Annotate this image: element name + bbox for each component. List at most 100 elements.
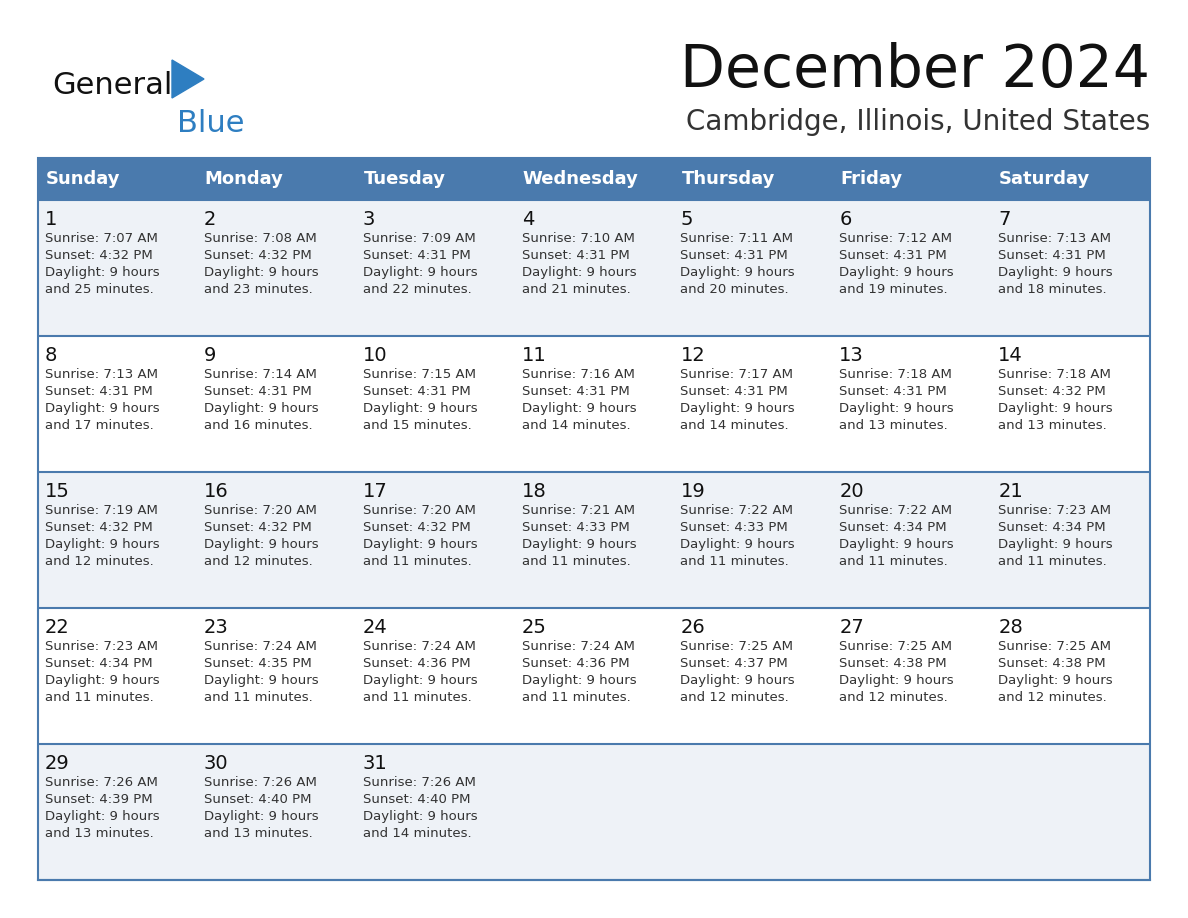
- Text: Sunset: 4:38 PM: Sunset: 4:38 PM: [998, 657, 1106, 670]
- Text: 15: 15: [45, 482, 70, 501]
- Text: Blue: Blue: [177, 108, 245, 138]
- Bar: [991, 158, 1150, 200]
- Text: Sunday: Sunday: [46, 170, 120, 188]
- Text: Daylight: 9 hours: Daylight: 9 hours: [362, 810, 478, 823]
- Text: Sunrise: 7:08 AM: Sunrise: 7:08 AM: [204, 232, 317, 245]
- Text: 11: 11: [522, 346, 546, 365]
- Bar: [355, 158, 514, 200]
- Bar: [674, 336, 833, 472]
- Bar: [514, 336, 674, 472]
- Text: Sunrise: 7:26 AM: Sunrise: 7:26 AM: [204, 776, 317, 789]
- Text: Daylight: 9 hours: Daylight: 9 hours: [45, 674, 159, 687]
- Text: 17: 17: [362, 482, 387, 501]
- Bar: [355, 744, 514, 880]
- Text: Sunset: 4:32 PM: Sunset: 4:32 PM: [998, 385, 1106, 398]
- Text: Sunrise: 7:22 AM: Sunrise: 7:22 AM: [839, 504, 953, 517]
- Bar: [38, 158, 197, 200]
- Bar: [514, 158, 674, 200]
- Text: Sunrise: 7:24 AM: Sunrise: 7:24 AM: [204, 640, 317, 653]
- Text: Daylight: 9 hours: Daylight: 9 hours: [362, 266, 478, 279]
- Text: Friday: Friday: [840, 170, 903, 188]
- Text: Sunrise: 7:10 AM: Sunrise: 7:10 AM: [522, 232, 634, 245]
- Text: Sunset: 4:33 PM: Sunset: 4:33 PM: [522, 521, 630, 534]
- Text: Sunrise: 7:25 AM: Sunrise: 7:25 AM: [839, 640, 953, 653]
- Text: Sunset: 4:31 PM: Sunset: 4:31 PM: [998, 249, 1106, 262]
- Text: Sunrise: 7:07 AM: Sunrise: 7:07 AM: [45, 232, 158, 245]
- Text: 27: 27: [839, 618, 864, 637]
- Text: Daylight: 9 hours: Daylight: 9 hours: [522, 266, 637, 279]
- Bar: [674, 608, 833, 744]
- Text: Sunrise: 7:19 AM: Sunrise: 7:19 AM: [45, 504, 158, 517]
- Text: Daylight: 9 hours: Daylight: 9 hours: [522, 538, 637, 551]
- Text: and 23 minutes.: and 23 minutes.: [204, 283, 312, 296]
- Text: and 12 minutes.: and 12 minutes.: [204, 555, 312, 568]
- Text: Sunset: 4:36 PM: Sunset: 4:36 PM: [522, 657, 630, 670]
- Text: and 14 minutes.: and 14 minutes.: [522, 419, 630, 432]
- Text: and 22 minutes.: and 22 minutes.: [362, 283, 472, 296]
- Text: Sunrise: 7:17 AM: Sunrise: 7:17 AM: [681, 368, 794, 381]
- Bar: [38, 608, 197, 744]
- Text: and 12 minutes.: and 12 minutes.: [839, 691, 948, 704]
- Text: 9: 9: [204, 346, 216, 365]
- Bar: [833, 158, 991, 200]
- Text: and 12 minutes.: and 12 minutes.: [681, 691, 789, 704]
- Text: Sunset: 4:32 PM: Sunset: 4:32 PM: [45, 249, 153, 262]
- Text: Daylight: 9 hours: Daylight: 9 hours: [45, 266, 159, 279]
- Text: December 2024: December 2024: [680, 42, 1150, 99]
- Text: Sunrise: 7:14 AM: Sunrise: 7:14 AM: [204, 368, 317, 381]
- Text: and 20 minutes.: and 20 minutes.: [681, 283, 789, 296]
- Text: Daylight: 9 hours: Daylight: 9 hours: [998, 402, 1113, 415]
- Text: Sunrise: 7:18 AM: Sunrise: 7:18 AM: [998, 368, 1111, 381]
- Text: 24: 24: [362, 618, 387, 637]
- Text: and 12 minutes.: and 12 minutes.: [45, 555, 153, 568]
- Bar: [355, 200, 514, 336]
- Text: Daylight: 9 hours: Daylight: 9 hours: [45, 810, 159, 823]
- Text: Sunset: 4:31 PM: Sunset: 4:31 PM: [45, 385, 153, 398]
- Text: Sunset: 4:32 PM: Sunset: 4:32 PM: [204, 521, 311, 534]
- Text: and 14 minutes.: and 14 minutes.: [681, 419, 789, 432]
- Bar: [514, 744, 674, 880]
- Text: 4: 4: [522, 210, 533, 229]
- Text: Thursday: Thursday: [682, 170, 775, 188]
- Text: Daylight: 9 hours: Daylight: 9 hours: [362, 538, 478, 551]
- Text: Sunset: 4:32 PM: Sunset: 4:32 PM: [45, 521, 153, 534]
- Text: Sunrise: 7:15 AM: Sunrise: 7:15 AM: [362, 368, 475, 381]
- Text: Daylight: 9 hours: Daylight: 9 hours: [839, 402, 954, 415]
- Bar: [674, 200, 833, 336]
- Bar: [355, 472, 514, 608]
- Bar: [674, 158, 833, 200]
- Text: Sunrise: 7:11 AM: Sunrise: 7:11 AM: [681, 232, 794, 245]
- Text: and 13 minutes.: and 13 minutes.: [998, 419, 1107, 432]
- Text: Daylight: 9 hours: Daylight: 9 hours: [204, 266, 318, 279]
- Text: Wednesday: Wednesday: [523, 170, 638, 188]
- Text: 26: 26: [681, 618, 706, 637]
- Text: Sunrise: 7:18 AM: Sunrise: 7:18 AM: [839, 368, 952, 381]
- Text: Daylight: 9 hours: Daylight: 9 hours: [362, 674, 478, 687]
- Text: Saturday: Saturday: [999, 170, 1091, 188]
- Text: Daylight: 9 hours: Daylight: 9 hours: [839, 538, 954, 551]
- Text: 3: 3: [362, 210, 375, 229]
- Text: and 13 minutes.: and 13 minutes.: [839, 419, 948, 432]
- Text: 22: 22: [45, 618, 70, 637]
- Text: Sunrise: 7:20 AM: Sunrise: 7:20 AM: [362, 504, 475, 517]
- Bar: [38, 744, 197, 880]
- Bar: [833, 744, 991, 880]
- Text: Sunset: 4:35 PM: Sunset: 4:35 PM: [204, 657, 311, 670]
- Text: and 16 minutes.: and 16 minutes.: [204, 419, 312, 432]
- Bar: [514, 472, 674, 608]
- Bar: [514, 200, 674, 336]
- Text: 13: 13: [839, 346, 864, 365]
- Bar: [355, 336, 514, 472]
- Text: Daylight: 9 hours: Daylight: 9 hours: [998, 674, 1113, 687]
- Bar: [197, 472, 355, 608]
- Text: Sunrise: 7:26 AM: Sunrise: 7:26 AM: [45, 776, 158, 789]
- Text: 7: 7: [998, 210, 1011, 229]
- Text: 29: 29: [45, 754, 70, 773]
- Text: 20: 20: [839, 482, 864, 501]
- Text: 14: 14: [998, 346, 1023, 365]
- Bar: [991, 744, 1150, 880]
- Text: and 17 minutes.: and 17 minutes.: [45, 419, 153, 432]
- Text: 25: 25: [522, 618, 546, 637]
- Text: and 21 minutes.: and 21 minutes.: [522, 283, 631, 296]
- Text: Daylight: 9 hours: Daylight: 9 hours: [204, 674, 318, 687]
